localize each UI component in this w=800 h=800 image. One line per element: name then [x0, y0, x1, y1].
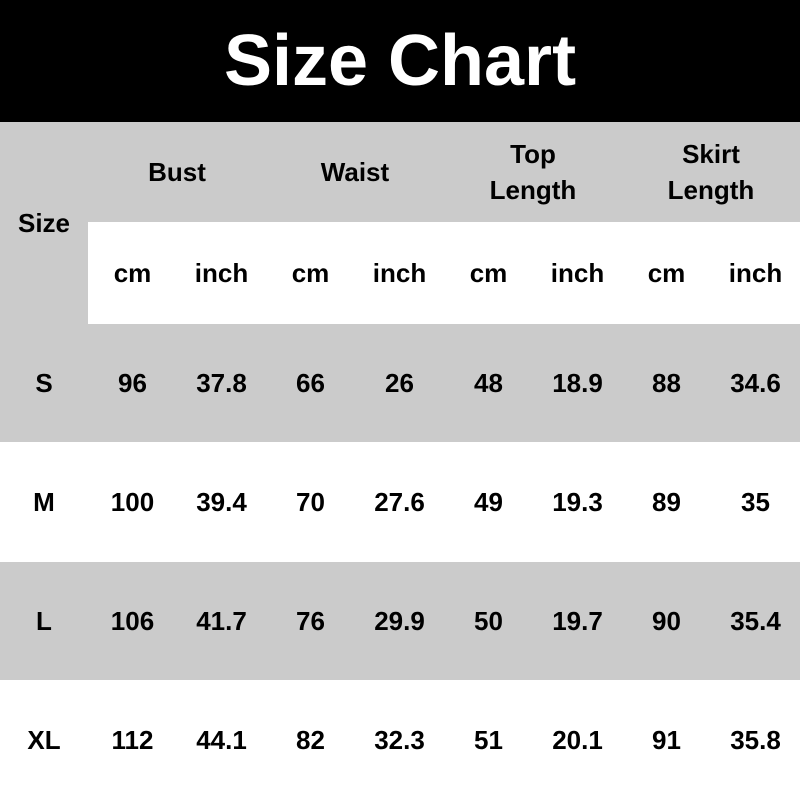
- group-header: Top Length: [444, 122, 622, 222]
- unit-header: inch: [711, 222, 800, 324]
- table-cell: 29.9: [355, 562, 444, 680]
- table-cell: 34.6: [711, 324, 800, 442]
- table-cell: 51: [444, 680, 533, 800]
- table-cell: 49: [444, 442, 533, 562]
- size-label: M: [0, 442, 88, 562]
- table-cell: 48: [444, 324, 533, 442]
- unit-header: inch: [533, 222, 622, 324]
- unit-header: inch: [177, 222, 266, 324]
- table-cell: 82: [266, 680, 355, 800]
- table-cell: 32.3: [355, 680, 444, 800]
- group-header: Bust: [88, 122, 266, 222]
- table-cell: 26: [355, 324, 444, 442]
- table-cell: 76: [266, 562, 355, 680]
- table-cell: 90: [622, 562, 711, 680]
- table-cell: 35.4: [711, 562, 800, 680]
- table-cell: 96: [88, 324, 177, 442]
- unit-header: cm: [444, 222, 533, 324]
- table-cell: 50: [444, 562, 533, 680]
- table-cell: 106: [88, 562, 177, 680]
- table-cell: 39.4: [177, 442, 266, 562]
- size-label: L: [0, 562, 88, 680]
- group-header: Skirt Length: [622, 122, 800, 222]
- size-table: Size Bust Waist Top Length Skirt Length cm inch c…: [0, 122, 800, 800]
- table-cell: 35.8: [711, 680, 800, 800]
- table-cell: 91: [622, 680, 711, 800]
- table-cell: 70: [266, 442, 355, 562]
- table-cell: 35: [711, 442, 800, 562]
- table-cell: 66: [266, 324, 355, 442]
- table-cell: 20.1: [533, 680, 622, 800]
- unit-header: cm: [622, 222, 711, 324]
- table-cell: 27.6: [355, 442, 444, 562]
- table-cell: 112: [88, 680, 177, 800]
- unit-header: cm: [266, 222, 355, 324]
- group-header: Waist: [266, 122, 444, 222]
- table-cell: 19.7: [533, 562, 622, 680]
- table-cell: 89: [622, 442, 711, 562]
- size-header: Size: [0, 122, 88, 324]
- size-label: XL: [0, 680, 88, 800]
- table-cell: 19.3: [533, 442, 622, 562]
- table-cell: 41.7: [177, 562, 266, 680]
- table-cell: 100: [88, 442, 177, 562]
- table-cell: 37.8: [177, 324, 266, 442]
- page-title: Size Chart: [0, 0, 800, 122]
- table-cell: 88: [622, 324, 711, 442]
- table-cell: 44.1: [177, 680, 266, 800]
- size-label: S: [0, 324, 88, 442]
- unit-header: cm: [88, 222, 177, 324]
- unit-header: inch: [355, 222, 444, 324]
- table-cell: 18.9: [533, 324, 622, 442]
